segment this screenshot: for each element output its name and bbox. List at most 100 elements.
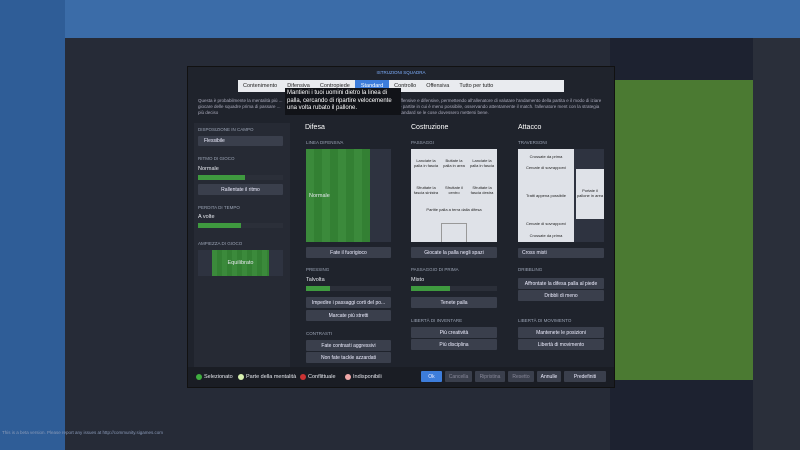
background-right — [753, 38, 800, 450]
defensive-line-box: Normale — [306, 149, 391, 242]
tab[interactable]: Controllo — [394, 83, 417, 89]
button[interactable]: Annulle — [537, 371, 561, 382]
grid-cell[interactable]: Partite palla a terra dalla difesa — [426, 206, 482, 212]
tab[interactable]: Contropiede — [319, 83, 350, 89]
legend-label: Parte della mentalità — [246, 374, 297, 380]
description-left: Questa è probabilmente la mentalità più … — [198, 98, 283, 115]
legend-label: Conflittuale — [308, 374, 336, 380]
dropdown-value: Flessibile — [204, 138, 225, 144]
decoration — [306, 149, 370, 242]
dropdown-value: Cross misti — [522, 250, 547, 256]
legend-dot — [196, 374, 202, 380]
legend-dot — [300, 374, 306, 380]
button[interactable]: Più disciplina — [411, 339, 497, 350]
tab[interactable]: Offensiva — [426, 83, 450, 89]
button[interactable]: Rallentate il ritmo — [198, 184, 283, 195]
tab[interactable]: Tutto per tutto — [459, 83, 494, 89]
tab[interactable]: Contenimento — [243, 83, 278, 89]
legend-label: Selezionato — [204, 374, 233, 380]
button[interactable]: Dribbli di meno — [518, 290, 604, 301]
button[interactable]: Cancella — [445, 371, 472, 382]
grid-cell[interactable]: Cercate di sovrapporvi — [525, 220, 567, 226]
section-label: DRIBBLING — [518, 267, 543, 272]
legend-dot — [345, 374, 351, 380]
grid-cell[interactable]: Buttate la palla in area — [443, 158, 465, 168]
value: Talvolta — [306, 277, 325, 283]
line-value: Normale — [309, 193, 330, 199]
column-title: Difesa — [305, 124, 325, 131]
level-bar — [198, 175, 283, 180]
section-label: PASSAGGIO DI PRIMA — [411, 267, 459, 272]
grid-cell[interactable]: Sfruttate la fascia sinistra — [413, 185, 439, 195]
value: Normale — [198, 166, 219, 172]
grid-cell[interactable]: Portate il pallone in area — [576, 188, 604, 198]
description-right: offensive e difensive, permettendo all'a… — [398, 98, 602, 115]
grid-cell[interactable]: Tratti appena possibile — [525, 192, 567, 198]
level-bar — [198, 223, 283, 228]
section-label: DISPOSIZIONE IN CAMPO — [198, 127, 254, 132]
button[interactable]: Resetto — [508, 371, 534, 382]
sidebar — [0, 0, 65, 450]
dropdown[interactable]: Predefiniti — [564, 371, 606, 382]
passing-grid: Lanciate la palla in fascia Buttate la p… — [411, 149, 497, 242]
decoration — [576, 169, 604, 219]
decoration — [518, 149, 574, 242]
grid-cell[interactable]: Sfruttate la fascia destra — [470, 185, 494, 195]
grid-cell[interactable]: Crossate da prima — [529, 232, 563, 238]
section-label: PERDITA DI TEMPO — [198, 205, 240, 210]
button[interactable]: Marcate più stretti — [306, 310, 391, 321]
grid-cell[interactable]: Cercate di sovrapporvi — [525, 164, 567, 170]
section-label: CONTRASTI — [306, 331, 333, 336]
top-bar — [65, 0, 800, 38]
value: Misto — [411, 277, 425, 283]
button[interactable]: Ripristina — [475, 371, 505, 382]
section-label: LIBERTÀ DI INVENTARE — [411, 318, 463, 323]
beta-notice: This is a beta version. Please report an… — [2, 430, 163, 435]
grid-cell[interactable]: Crossate da prima — [529, 153, 563, 159]
legend-dot — [238, 374, 244, 380]
dropdown[interactable]: Cross misti — [518, 248, 604, 258]
decoration — [212, 250, 269, 276]
decoration — [198, 175, 245, 180]
button[interactable]: Tenete palla — [411, 297, 497, 308]
tab[interactable]: Difensiva — [287, 83, 310, 89]
width-value: Equilibrato — [227, 260, 254, 266]
button[interactable]: Mantenete le posizioni — [518, 327, 604, 338]
button[interactable]: Fate il fuorigioco — [306, 247, 391, 258]
button[interactable]: Fate contrasti aggressivi — [306, 340, 391, 351]
button[interactable]: Impedire i passaggi corti del po... — [306, 297, 391, 308]
modal-title: ISTRUZIONI SQUADRA — [376, 70, 426, 75]
footer — [188, 367, 614, 387]
section-label: RITMO DI GIOCO — [198, 156, 235, 161]
dropdown[interactable]: Flessibile — [198, 136, 283, 146]
tooltip: Mantieni i tuoi uomini dietro la linea d… — [285, 88, 401, 115]
section-label: AMPIEZZA DI GIOCO — [198, 241, 243, 246]
legend-label: Indisponibili — [353, 374, 382, 380]
grid-cell[interactable]: Lanciate la palla in fascia — [413, 158, 439, 168]
button[interactable]: Libertà di movimento — [518, 339, 604, 350]
section-label: LIBERTÀ DI MOVIMENTO — [518, 318, 572, 323]
button[interactable]: Giocate la palla negli spazi — [411, 247, 497, 258]
value: A volte — [198, 214, 215, 220]
decoration — [306, 286, 330, 291]
decoration — [198, 223, 241, 228]
button[interactable]: Affrontate la difesa palla al piede — [518, 278, 604, 289]
ok-button[interactable]: Ok — [421, 371, 442, 382]
section-label: PRESSING — [306, 267, 330, 272]
grid-cell[interactable]: Sfruttate il centro — [444, 185, 463, 195]
decoration — [411, 286, 450, 291]
width-pitch: Equilibrato — [198, 250, 283, 276]
decoration — [441, 223, 467, 242]
section-label: PASSAGGI — [411, 140, 434, 145]
level-bar — [411, 286, 497, 291]
crossing-grid: Crossate da prima Cercate di sovrapporvi… — [518, 149, 604, 242]
modal: ISTRUZIONI SQUADRA Contenimento Difensiv… — [187, 66, 615, 388]
column-title: Costruzione — [411, 124, 449, 131]
background-pitch — [613, 80, 753, 380]
button[interactable]: Non fate tackle azzardati — [306, 352, 391, 363]
grid-cell[interactable]: Lanciate la palla in fascia — [469, 158, 495, 168]
section-label: TRAVERSONI — [518, 140, 547, 145]
button[interactable]: Più creatività — [411, 327, 497, 338]
level-bar — [306, 286, 391, 291]
